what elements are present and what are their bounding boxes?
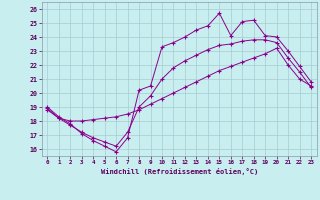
X-axis label: Windchill (Refroidissement éolien,°C): Windchill (Refroidissement éolien,°C) [100,168,258,175]
